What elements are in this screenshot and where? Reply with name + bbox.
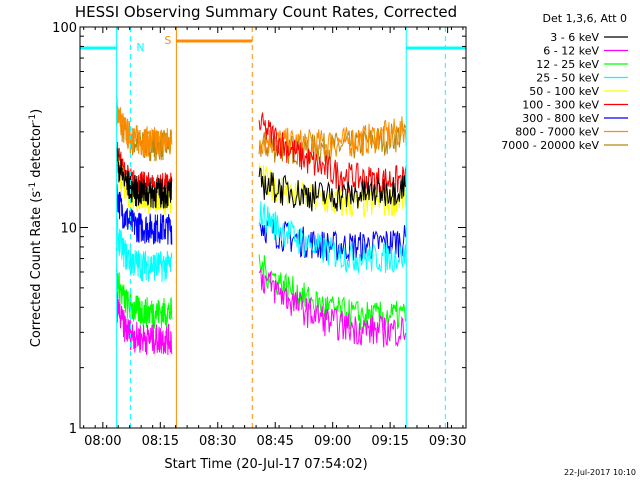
- y-axis-label-sup2: -1: [28, 114, 38, 123]
- series-line-7: [116, 102, 407, 160]
- svg-text:Corrected Count Rate (s-1 dete: Corrected Count Rate (s-1 detector-1): [28, 109, 44, 347]
- x-tick-label-4: 09:00: [314, 434, 351, 449]
- legend-label-6: 300 - 800 keV: [522, 112, 599, 125]
- legend-label-4: 50 - 100 keV: [529, 85, 599, 98]
- y-axis-label-main: Corrected Count Rate (s: [29, 191, 44, 348]
- x-tick-label-2: 08:30: [199, 434, 236, 449]
- x-tick-label-6: 09:30: [429, 434, 466, 449]
- legend-label-0: 3 - 6 keV: [550, 31, 599, 44]
- x-tick-label-1: 08:15: [142, 434, 179, 449]
- y-tick-label-2: 100: [52, 21, 77, 36]
- legend-label-5: 100 - 300 keV: [522, 99, 599, 112]
- annotation-s: S: [164, 34, 171, 47]
- legend-header: Det 1,3,6, Att 0: [543, 12, 627, 25]
- series-line-1: [116, 268, 407, 356]
- series-line-0: [116, 147, 407, 212]
- axes-group: 08:00 08:15 08:30 08:45 09:00 09:15 09:30 1 10 10…: [52, 21, 467, 449]
- series-line-3: [116, 201, 407, 282]
- footer-date: 22-Jul-2017 10:10: [564, 468, 636, 477]
- legend-label-3: 25 - 50 keV: [536, 72, 599, 85]
- legend-label-7: 800 - 7000 keV: [515, 126, 599, 139]
- legend-label-1: 6 - 12 keV: [543, 45, 599, 58]
- y-axis-label-end: ): [29, 109, 44, 114]
- x-tick-label-5: 09:15: [371, 434, 408, 449]
- legend-label-2: 12 - 25 keV: [536, 58, 599, 71]
- y-axis-label-sup1: -1: [28, 182, 38, 191]
- legend-label-8: 7000 - 20000 keV: [501, 139, 599, 152]
- overlay-group: NS: [80, 27, 466, 428]
- series-line-2: [116, 254, 407, 332]
- y-tick-label-1: 10: [60, 222, 77, 237]
- y-tick-label-0: 1: [69, 422, 77, 437]
- chart-title: HESSI Observing Summary Count Rates, Cor…: [75, 3, 457, 21]
- annotation-n: N: [136, 41, 144, 54]
- x-tick-label-0: 08:00: [84, 434, 121, 449]
- series-group: [116, 98, 407, 356]
- x-tick-label-3: 08:45: [256, 434, 293, 449]
- y-axis-label-mid: detector: [29, 122, 44, 182]
- x-axis-label: Start Time (20-Jul-17 07:54:02): [164, 457, 367, 472]
- y-axis-label: Corrected Count Rate (s-1 detector-1): [28, 109, 44, 347]
